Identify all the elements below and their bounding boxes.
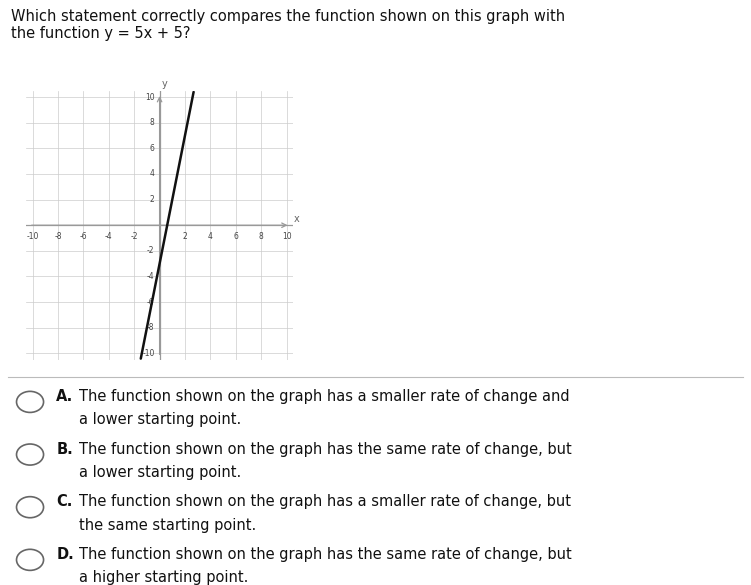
Text: y: y [161, 80, 167, 90]
Text: -6: -6 [147, 298, 155, 307]
Text: The function shown on the graph has the same rate of change, but: The function shown on the graph has the … [79, 547, 572, 562]
Text: A.: A. [56, 389, 74, 404]
Text: 10: 10 [145, 92, 155, 102]
Text: C.: C. [56, 494, 73, 510]
Text: -8: -8 [147, 324, 155, 332]
Text: a lower starting point.: a lower starting point. [79, 465, 241, 480]
Text: 10: 10 [282, 232, 291, 240]
Text: 4: 4 [149, 170, 155, 178]
Text: B.: B. [56, 442, 73, 457]
Text: The function shown on the graph has a smaller rate of change and: The function shown on the graph has a sm… [79, 389, 569, 404]
Text: -4: -4 [147, 272, 155, 281]
Text: Which statement correctly compares the function shown on this graph with: Which statement correctly compares the f… [11, 9, 566, 24]
Text: 2: 2 [149, 195, 155, 204]
Text: the same starting point.: the same starting point. [79, 518, 256, 533]
Text: -10: -10 [142, 349, 155, 358]
Text: -10: -10 [26, 232, 39, 240]
Text: x: x [294, 214, 300, 224]
Text: D.: D. [56, 547, 74, 562]
Text: The function shown on the graph has a smaller rate of change, but: The function shown on the graph has a sm… [79, 494, 571, 510]
Text: the function y = 5x + 5?: the function y = 5x + 5? [11, 26, 191, 42]
Text: The function shown on the graph has the same rate of change, but: The function shown on the graph has the … [79, 442, 572, 457]
Text: 6: 6 [234, 232, 238, 240]
Text: -8: -8 [54, 232, 62, 240]
Text: 8: 8 [149, 118, 155, 127]
Text: -2: -2 [131, 232, 138, 240]
Text: 2: 2 [182, 232, 187, 240]
Text: -4: -4 [105, 232, 113, 240]
Text: -6: -6 [80, 232, 87, 240]
Text: 6: 6 [149, 144, 155, 153]
Text: 8: 8 [259, 232, 264, 240]
Text: -2: -2 [147, 246, 155, 256]
Text: a higher starting point.: a higher starting point. [79, 570, 249, 585]
Text: 4: 4 [208, 232, 213, 240]
Text: a lower starting point.: a lower starting point. [79, 412, 241, 428]
